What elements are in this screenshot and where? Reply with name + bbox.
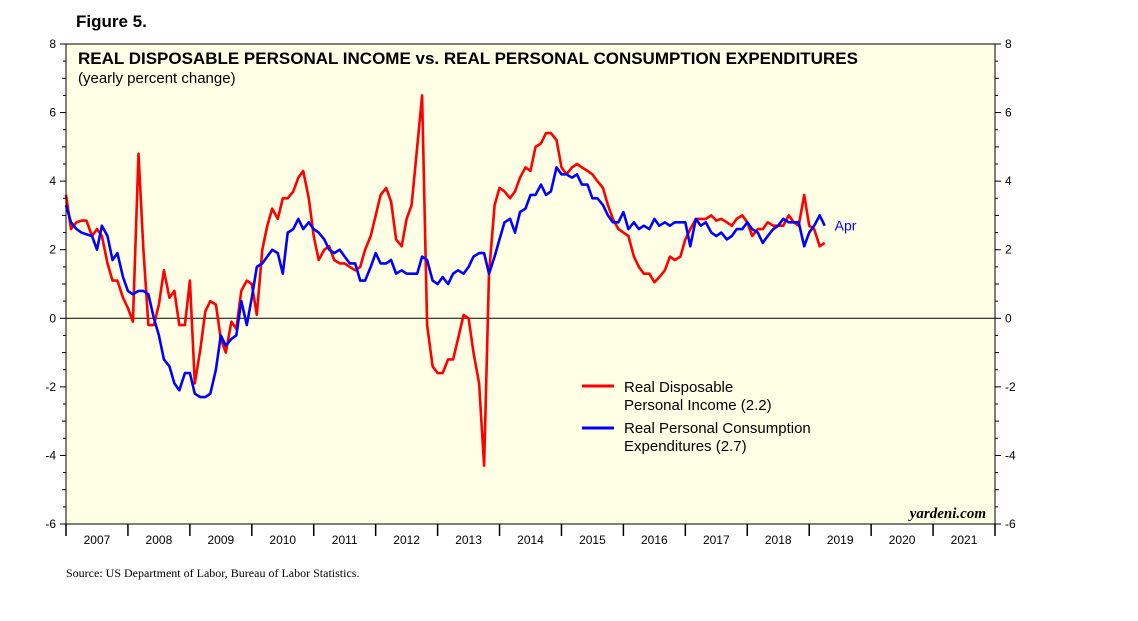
x-tick-label: 2015: [579, 533, 606, 547]
y-tick-label-left: 2: [49, 243, 56, 257]
chart-subtitle: (yearly percent change): [78, 70, 236, 87]
x-axis: 2007 2008 2009 2010 2011 2012 2013 2014 2015 2016…: [65, 524, 996, 547]
x-tick-label: 2011: [332, 533, 358, 547]
x-tick-label: 2021: [951, 533, 978, 547]
y-tick-label-left: -4: [45, 448, 56, 462]
chart-title: REAL DISPOSABLE PERSONAL INCOME vs. REAL…: [78, 49, 858, 68]
series-lines: [64, 94, 826, 468]
legend-income-line1: Real Disposable: [624, 379, 733, 396]
y-tick-label-left: -2: [45, 380, 56, 394]
y-tick-label-right: -4: [1005, 448, 1016, 462]
series-line-consumption: [64, 166, 826, 399]
y-tick-label-left: -6: [45, 517, 56, 531]
y-tick-label-right: -6: [1005, 517, 1016, 531]
legend-income-line2: Personal Income (2.2): [624, 397, 772, 414]
legend: Real Disposable Personal Income (2.2) Re…: [582, 379, 811, 455]
x-tick-label: 2009: [207, 533, 234, 547]
x-tick-label: 2019: [827, 533, 854, 547]
y-tick-label-right: -2: [1005, 380, 1016, 394]
x-tick-label: 2008: [146, 533, 173, 547]
y-tick-label-left: 6: [49, 106, 56, 120]
x-tick-label: 2013: [455, 533, 482, 547]
series-line-income: [64, 94, 826, 468]
y-tick-label-left: 4: [49, 174, 56, 188]
source-note: Source: US Department of Labor, Bureau o…: [66, 566, 360, 580]
x-tick-label: 2014: [517, 533, 544, 547]
y-tick-label-right: 0: [1005, 311, 1012, 325]
x-tick-label: 2017: [703, 533, 730, 547]
y-axes: -6 -6 -4 -4 -2 -2 0 0 2 2 4 4 6 6 8 8: [45, 37, 1016, 531]
x-tick-label: 2012: [393, 533, 420, 547]
x-tick-label: 2010: [269, 533, 296, 547]
legend-consumption-line1: Real Personal Consumption: [624, 420, 811, 437]
y-tick-label-left: 8: [49, 37, 56, 51]
x-tick-label: 2018: [765, 533, 792, 547]
y-tick-label-left: 0: [49, 311, 56, 325]
plot-border: [65, 43, 996, 525]
y-tick-label-right: 2: [1005, 243, 1012, 257]
y-tick-label-right: 4: [1005, 174, 1012, 188]
x-tick-label: 2016: [641, 533, 668, 547]
x-tick-label: 2007: [84, 533, 111, 547]
watermark: yardeni.com: [908, 506, 986, 522]
plot-area: [66, 44, 995, 524]
figure-label: Figure 5.: [76, 12, 147, 31]
y-tick-label-right: 6: [1005, 106, 1012, 120]
x-tick-label: 2020: [889, 533, 916, 547]
y-tick-label-right: 8: [1005, 37, 1012, 51]
last-point-label: Apr: [835, 218, 857, 234]
legend-consumption-line2: Expenditures (2.7): [624, 438, 747, 455]
